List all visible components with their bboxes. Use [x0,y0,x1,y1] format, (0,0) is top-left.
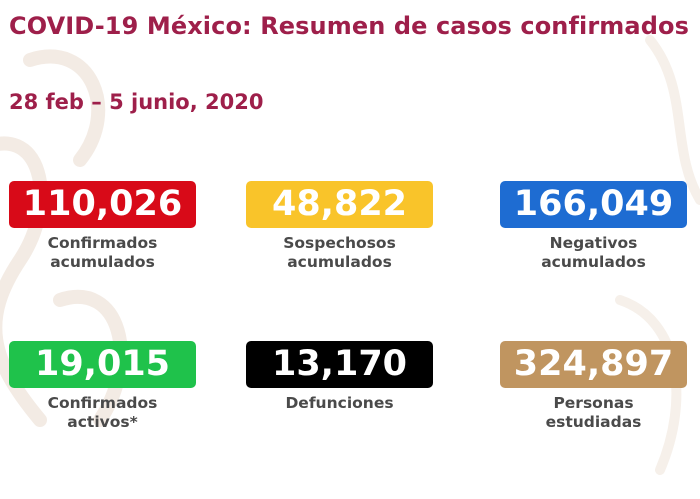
stat-label: Negativos acumulados [541,234,646,272]
stat-value-box: 110,026 [9,181,196,228]
stat-value-box: 166,049 [500,181,687,228]
stat-value-box: 324,897 [500,341,687,388]
stat-deaths: 13,170 Defunciones [246,341,433,413]
page-title: COVID-19 México: Resumen de casos confir… [9,12,689,40]
stat-confirmed-active: 19,015 Confirmados activos* [9,341,196,433]
stat-negative-cumulative: 166,049 Negativos acumulados [500,181,687,273]
stat-label: Confirmados acumulados [47,234,158,272]
stat-label: Personas estudiadas [545,394,642,432]
stat-suspected-cumulative: 48,822 Sospechosos acumulados [246,181,433,273]
stat-value-box: 19,015 [9,341,196,388]
stat-value-box: 13,170 [246,341,433,388]
stat-people-studied: 324,897 Personas estudiadas [500,341,687,433]
stat-confirmed-cumulative: 110,026 Confirmados acumulados [9,181,196,273]
stat-value-box: 48,822 [246,181,433,228]
stat-label: Defunciones [285,394,394,412]
stat-label: Sospechosos acumulados [283,234,396,272]
date-range: 28 feb – 5 junio, 2020 [9,90,264,114]
stat-label: Confirmados activos* [47,394,158,432]
